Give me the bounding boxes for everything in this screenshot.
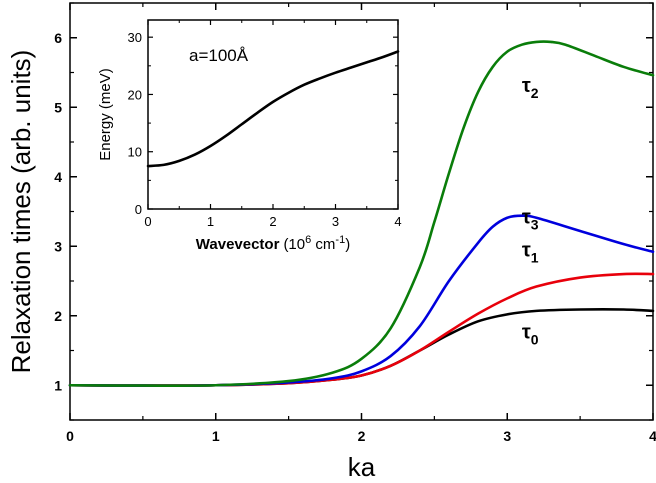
inset-x-tick-label: 2 [269, 214, 276, 229]
inset-x-title-end: ) [345, 236, 350, 253]
x-tick-label: 3 [503, 428, 511, 444]
series-label-subscript: 0 [531, 332, 539, 348]
inset-x-title-unit: (10 [283, 236, 305, 253]
inset-x-axis-title: Wavevector (106 cm-1) [196, 234, 350, 253]
y-tick-label: 2 [54, 308, 62, 324]
series-label-symbol: τ [522, 75, 531, 97]
y-tick-label: 4 [54, 169, 62, 185]
inset-y-tick-label: 10 [128, 145, 142, 160]
series-label-subscript: 3 [531, 216, 539, 232]
y-tick-label: 1 [54, 377, 62, 393]
series-line-2 [68, 40, 655, 388]
x-tick-label: 4 [649, 428, 656, 444]
inset-frame [147, 19, 399, 210]
series-line-1 [68, 272, 655, 387]
inset-x-title-sup: 6 [305, 234, 311, 246]
inset-x-tick-label: 4 [394, 214, 401, 229]
series-label-symbol: τ [522, 206, 531, 228]
series-line-0 [68, 308, 655, 387]
inset-plot: 0 1 2 3 4 0 10 20 30 a=100Å Wavevector (106 cm-1) En… [97, 19, 402, 253]
inset-x-title-sup2: -1 [335, 234, 345, 246]
x-axis-title: ka [348, 452, 376, 482]
inset-y-tick-label: 20 [128, 87, 142, 102]
series-label-symbol: τ [522, 240, 531, 262]
x-tick-label: 2 [358, 428, 366, 444]
inset-x-tick-label: 3 [332, 214, 339, 229]
inset-annotation: a=100Å [189, 46, 249, 65]
y-axis-title: Relaxation times (arb. units) [6, 50, 36, 374]
y-tick-label: 6 [54, 30, 62, 46]
y-tick-label: 3 [54, 238, 62, 254]
inset-x-tick-label: 1 [207, 214, 214, 229]
inset-x-title-bold: Wavevector [196, 236, 280, 253]
y-tick-label: 5 [54, 99, 62, 115]
series-label-subscript: 2 [531, 85, 539, 101]
x-tick-label: 1 [212, 428, 220, 444]
series-label-3: τ3 [522, 206, 539, 232]
series-label-symbol: τ [522, 322, 531, 344]
inset-x-title-unit-mid: cm [311, 236, 335, 253]
series-label-subscript: 1 [531, 250, 539, 266]
inset-dispersion-line [146, 50, 400, 168]
inset-y-tick-label: 30 [128, 30, 142, 45]
main-plot: 0 1 2 3 4 1 2 3 4 5 6 ka Relaxation times (arb. unit… [6, 2, 656, 482]
inset-x-tick-label: 0 [144, 214, 151, 229]
series-label-1: τ1 [522, 240, 539, 266]
series-label-2: τ2 [522, 75, 539, 101]
inset-y-tick-label: 0 [135, 202, 142, 217]
x-tick-label: 0 [66, 428, 74, 444]
inset-y-axis-title: Energy (meV) [97, 68, 114, 161]
series-label-0: τ0 [522, 322, 539, 348]
